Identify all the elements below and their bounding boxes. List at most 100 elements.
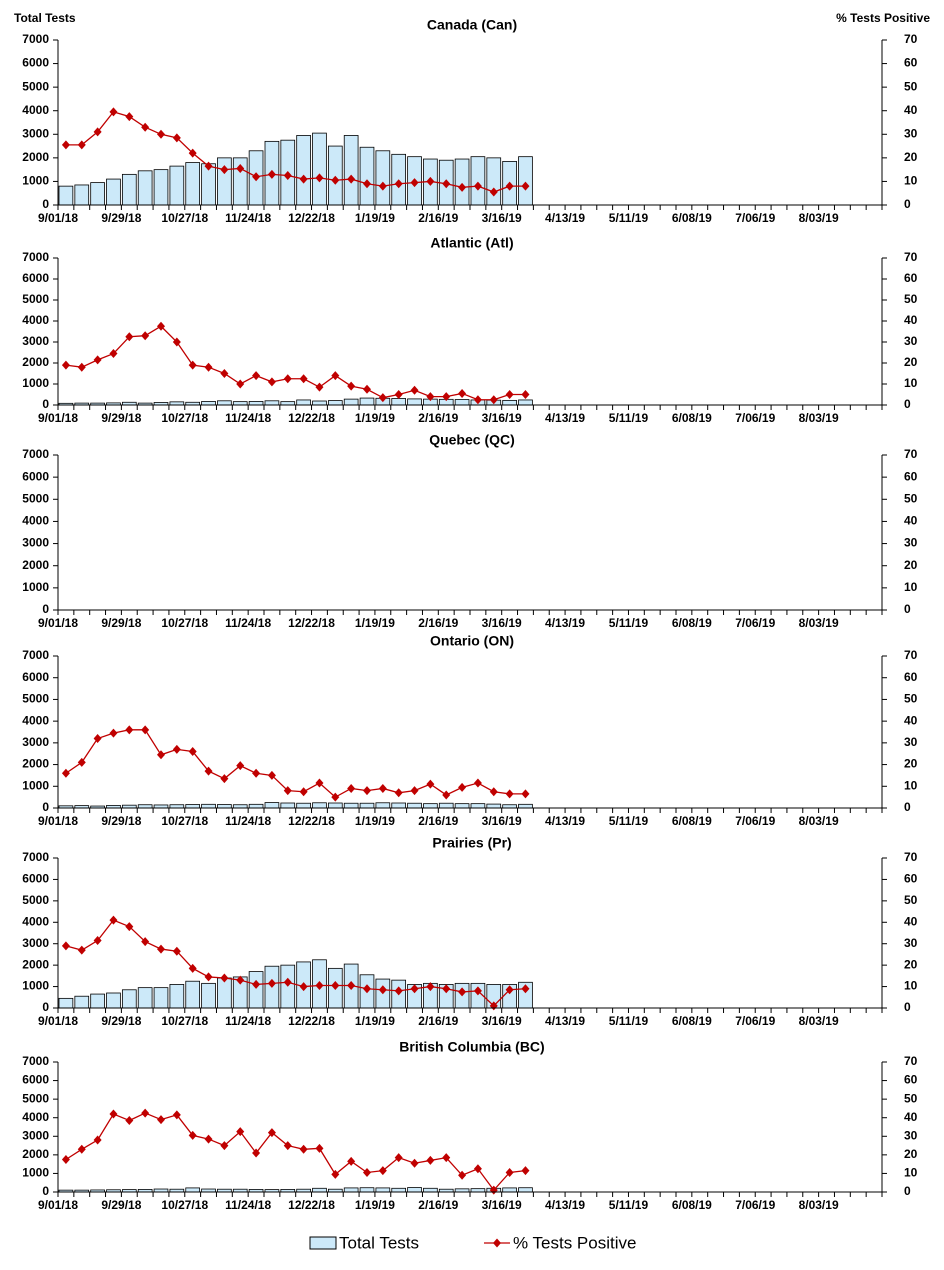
- x-tick-label: 12/22/18: [288, 814, 335, 828]
- line-marker: [347, 783, 356, 793]
- bar: [407, 802, 422, 809]
- line-marker: [125, 332, 134, 342]
- line-marker: [299, 374, 308, 384]
- panel-title: Prairies (Pr): [432, 835, 511, 851]
- bar: [74, 995, 90, 1009]
- y2-tick-label: 40: [904, 313, 918, 327]
- y2-tick-label: 30: [904, 936, 918, 950]
- y-tick-label: 4000: [22, 313, 49, 327]
- bar: [375, 802, 391, 809]
- x-tick-label: 3/16/19: [482, 211, 522, 225]
- x-tick-label: 1/19/19: [355, 616, 395, 630]
- line-marker: [299, 1144, 308, 1154]
- y2-tick-label: 50: [904, 893, 918, 907]
- y-tick-label: 2000: [22, 1147, 49, 1161]
- panel-title: Atlantic (Atl): [430, 235, 513, 251]
- line-marker: [394, 179, 403, 189]
- line-marker: [521, 390, 530, 399]
- y2-tick-label: 10: [904, 778, 918, 792]
- line-marker: [157, 321, 165, 331]
- x-tick-label: 4/13/19: [545, 211, 585, 225]
- line-marker: [363, 179, 371, 189]
- y-tick-label: 3000: [22, 536, 49, 550]
- line-series: [65, 325, 526, 401]
- x-tick-label: 5/11/19: [609, 1014, 649, 1028]
- x-tick-label: 3/16/19: [482, 1198, 522, 1212]
- y2-tick-label: 20: [904, 355, 918, 369]
- line-marker: [109, 107, 118, 117]
- line-marker: [172, 744, 181, 754]
- x-tick-label: 7/06/19: [735, 1014, 775, 1028]
- line-marker: [442, 392, 451, 402]
- x-tick-label: 11/24/18: [225, 814, 271, 828]
- x-tick-label: 3/16/19: [482, 814, 522, 828]
- x-tick-label: 12/22/18: [288, 1014, 335, 1028]
- bar: [185, 1187, 201, 1193]
- bar: [454, 399, 470, 406]
- y2-tick-label: 30: [904, 735, 918, 749]
- y2-tick-label: 60: [904, 56, 918, 70]
- line-marker: [236, 379, 245, 389]
- x-tick-label: 5/11/19: [609, 616, 649, 630]
- bar: [201, 401, 216, 406]
- line-marker: [521, 1166, 530, 1176]
- x-tick-label: 9/01/18: [38, 211, 78, 225]
- bar: [264, 802, 280, 809]
- line-marker: [473, 778, 482, 788]
- x-tick-label: 4/13/19: [545, 616, 585, 630]
- line-marker: [505, 390, 514, 399]
- line-marker: [252, 371, 261, 381]
- y2-tick-label: 30: [904, 126, 918, 140]
- x-tick-label: 6/08/19: [672, 411, 712, 425]
- bar: [407, 398, 422, 406]
- x-tick-label: 4/13/19: [545, 1198, 585, 1212]
- y-tick-label: 1000: [22, 376, 49, 390]
- x-tick-label: 2/16/19: [418, 1198, 458, 1212]
- line-marker: [172, 946, 181, 956]
- x-tick-label: 1/19/19: [355, 814, 395, 828]
- y2-tick-label: 0: [904, 800, 911, 814]
- line-marker: [299, 174, 308, 184]
- line-marker: [410, 178, 419, 188]
- line-marker: [141, 122, 150, 132]
- bar: [217, 157, 232, 206]
- x-tick-label: 6/08/19: [672, 1014, 712, 1028]
- line-marker: [426, 779, 435, 789]
- line-marker: [93, 1135, 102, 1145]
- line-marker: [109, 349, 118, 359]
- bar: [327, 400, 343, 406]
- line-marker: [363, 1168, 371, 1177]
- line-marker: [505, 789, 514, 799]
- y2-tick-label: 0: [904, 1184, 911, 1198]
- y2-tick-label: 70: [904, 1054, 918, 1068]
- x-tick-label: 10/27/18: [161, 814, 208, 828]
- y-tick-label: 1000: [22, 580, 49, 594]
- line-marker: [378, 1166, 387, 1176]
- line-marker: [410, 385, 419, 395]
- x-tick-label: 1/19/19: [355, 1198, 395, 1212]
- y2-tick-label: 70: [904, 850, 918, 864]
- y2-tick-label: 20: [904, 558, 918, 572]
- y-tick-label: 5000: [22, 893, 49, 907]
- y-tick-label: 7000: [22, 32, 49, 46]
- line-marker: [426, 1155, 435, 1165]
- line-marker: [458, 782, 467, 792]
- bar: [217, 400, 232, 406]
- bar: [470, 156, 486, 206]
- x-tick-label: 2/16/19: [418, 211, 458, 225]
- bar: [518, 156, 533, 206]
- line-marker: [473, 1164, 482, 1174]
- y-tick-label: 2000: [22, 757, 49, 771]
- y2-tick-label: 10: [904, 174, 918, 188]
- y2-axis-title: % Tests Positive: [836, 11, 930, 25]
- bar: [343, 802, 359, 809]
- y2-tick-label: 50: [904, 692, 918, 706]
- line-marker: [157, 129, 165, 139]
- line-marker: [489, 787, 498, 797]
- bar: [185, 980, 201, 1009]
- x-tick-label: 7/06/19: [735, 211, 775, 225]
- y-tick-label: 3000: [22, 126, 49, 140]
- x-tick-label: 5/11/19: [609, 1198, 649, 1212]
- line-marker: [252, 1148, 261, 1158]
- bar: [391, 1187, 407, 1193]
